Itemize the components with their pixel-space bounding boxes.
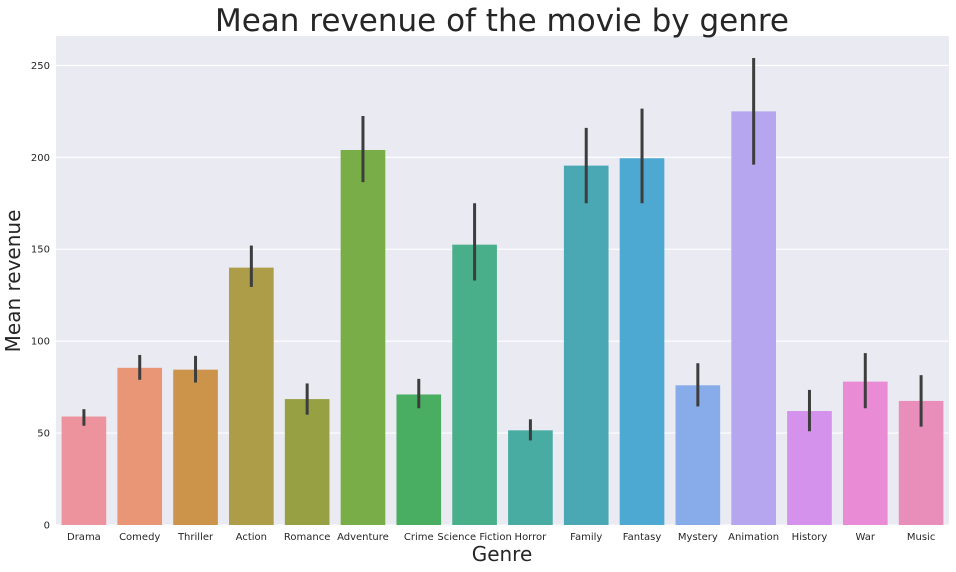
x-tick-label: Horror	[515, 532, 548, 543]
bar	[340, 149, 386, 525]
x-tick-label: History	[792, 532, 828, 543]
x-tick-label: Family	[570, 532, 602, 543]
x-tick-label: Comedy	[119, 532, 160, 543]
bar	[452, 244, 497, 525]
y-tick-label: 0	[44, 521, 50, 532]
y-tick-label: 150	[31, 245, 50, 256]
x-tick-labels: Drama Comedy Thriller Action Romance Adventur…	[67, 532, 935, 543]
x-tick-label: Romance	[284, 532, 330, 543]
chart-title: Mean revenue of the movie by genre	[215, 3, 789, 39]
y-axis-label: Mean revenue	[1, 210, 25, 353]
x-tick-label: Animation	[728, 532, 779, 543]
x-tick-label: Adventure	[337, 532, 389, 543]
bar	[508, 430, 553, 525]
x-tick-label: Fantasy	[623, 532, 662, 543]
bar	[173, 369, 218, 525]
x-tick-label: Science Fiction	[437, 532, 511, 543]
bar	[229, 267, 274, 525]
x-tick-label: Mystery	[678, 532, 718, 543]
x-tick-label: Crime	[404, 532, 434, 543]
bar	[619, 158, 665, 525]
bar	[117, 367, 163, 525]
bar	[284, 399, 330, 525]
bar	[675, 385, 721, 525]
x-tick-label: Music	[907, 532, 935, 543]
bar	[61, 416, 107, 525]
y-tick-label: 200	[31, 153, 50, 164]
bars	[61, 111, 944, 525]
bar	[396, 394, 442, 525]
y-tick-labels: 0 50 100 150 200 250	[31, 61, 50, 532]
y-tick-label: 250	[31, 61, 50, 72]
error-bars	[82, 58, 923, 441]
x-tick-label: Thriller	[177, 532, 214, 543]
y-tick-label: 100	[31, 337, 50, 348]
y-tick-label: 50	[37, 429, 50, 440]
bar	[731, 111, 776, 525]
x-tick-label: Action	[236, 532, 267, 543]
x-tick-label: Drama	[67, 532, 101, 543]
x-tick-label: War	[856, 532, 876, 543]
x-axis-label: Genre	[472, 542, 533, 566]
bar	[563, 165, 609, 525]
